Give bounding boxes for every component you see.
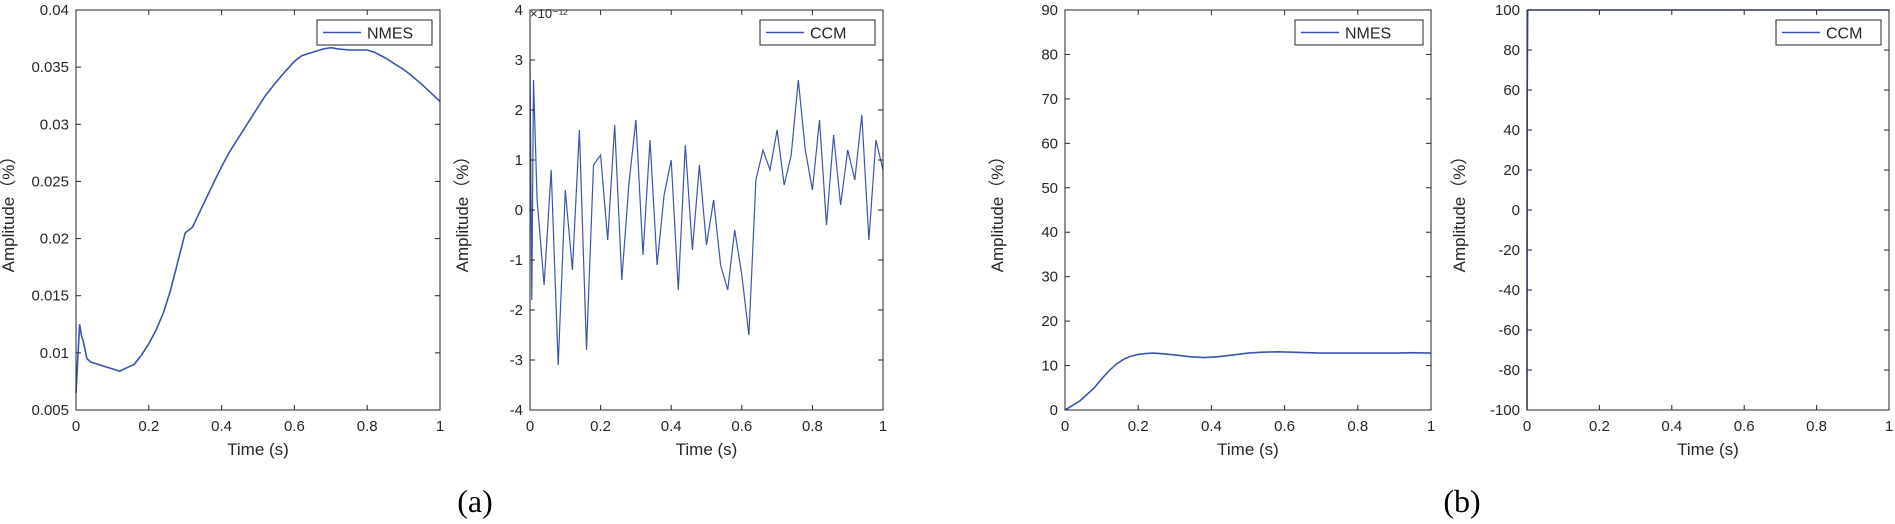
y-tick-label: -4 xyxy=(510,402,523,419)
series-line-ccm xyxy=(529,59,884,366)
y-tick-label: 3 xyxy=(515,52,523,69)
x-tick-label: 0 xyxy=(526,418,534,435)
y-tick-label: 2 xyxy=(515,102,523,119)
y-tick-label: 4 xyxy=(515,2,523,19)
legend: CCM xyxy=(1775,19,1882,46)
y-tick-label: 1 xyxy=(515,152,523,169)
legend: NMES xyxy=(1294,19,1424,46)
y-tick-label: 10 xyxy=(1041,358,1058,375)
x-tick-label: 0.4 xyxy=(211,418,232,435)
panel-label-a: (a) xyxy=(457,483,493,519)
y-tick-label: 0.035 xyxy=(31,59,69,76)
legend-label: CCM xyxy=(810,26,846,43)
y-tick-label: 0.025 xyxy=(31,173,69,190)
x-tick-label: 0.6 xyxy=(284,418,305,435)
y-tick-label: -60 xyxy=(1498,322,1520,339)
y-tick-label: 0.01 xyxy=(40,345,69,362)
chart-a-nmes: 0 0.2 0.4 0.6 0.8 1 0.005 0.01 0.015 0.02 0.025 0.0… xyxy=(0,2,444,459)
y-tick-label: 50 xyxy=(1041,180,1058,197)
x-tick-label: 0.2 xyxy=(138,418,159,435)
y-tick-label: 0 xyxy=(1512,202,1520,219)
series-line-ccm xyxy=(1526,9,1889,411)
x-tick-label: 1 xyxy=(436,418,444,435)
y-tick-label: 60 xyxy=(1041,135,1058,152)
x-tick-label: 0.2 xyxy=(1128,418,1149,435)
y-tick-label: 90 xyxy=(1041,2,1058,19)
y-tick-label: 30 xyxy=(1041,269,1058,286)
y-tick-label: 20 xyxy=(1041,313,1058,330)
y-tick-label: 60 xyxy=(1503,82,1520,99)
x-tick-label: 0.8 xyxy=(357,418,378,435)
x-tick-label: 0.2 xyxy=(1589,418,1610,435)
legend: CCM xyxy=(759,19,876,46)
series-line-nmes xyxy=(75,46,441,393)
y-tick-label: 0.02 xyxy=(40,231,69,248)
x-tick-label: 1 xyxy=(1427,418,1435,435)
x-tick-label: 0.8 xyxy=(802,418,823,435)
y-tick-label: 0 xyxy=(1050,402,1058,419)
x-tick-label: 1 xyxy=(1885,418,1893,435)
x-axis-label: Time (s) xyxy=(227,440,289,459)
y-tick-label: -1 xyxy=(510,252,523,269)
x-tick-label: 0 xyxy=(1523,418,1531,435)
x-tick-label: 1 xyxy=(879,418,887,435)
y-tick-label: 20 xyxy=(1503,162,1520,179)
legend-label: CCM xyxy=(1826,26,1862,43)
y-tick-label: 70 xyxy=(1041,91,1058,108)
y-tick-label: -100 xyxy=(1490,402,1520,419)
y-axis-label: Amplitude（%） xyxy=(453,148,472,273)
y-tick-label: 40 xyxy=(1503,122,1520,139)
x-axis-label: Time (s) xyxy=(1217,440,1279,459)
plot-frame xyxy=(75,9,441,411)
plot-frame xyxy=(1064,9,1432,411)
legend-label: NMES xyxy=(367,26,413,43)
y-axis-label: Amplitude（%） xyxy=(1450,148,1469,273)
x-tick-label: 0.2 xyxy=(590,418,611,435)
x-axis-label: Time (s) xyxy=(676,440,738,459)
y-tick-label: 80 xyxy=(1503,42,1520,59)
plot-frame xyxy=(1526,9,1890,411)
y-tick-label: 0.04 xyxy=(40,2,69,19)
chart-a-ccm: 0 0.2 0.4 0.6 0.8 1 -4 -3 -2 -1 0 1 2 3 4 Time (s) Amp… xyxy=(453,2,887,459)
y-tick-label: -80 xyxy=(1498,362,1520,379)
x-tick-label: 0.4 xyxy=(1661,418,1682,435)
y-tick-label: -20 xyxy=(1498,242,1520,259)
legend: NMES xyxy=(316,19,433,46)
y-tick-label: 100 xyxy=(1495,2,1520,19)
legend-label: NMES xyxy=(1345,26,1391,43)
x-tick-label: 0.6 xyxy=(1734,418,1755,435)
y-tick-label: 40 xyxy=(1041,224,1058,241)
x-tick-label: 0.4 xyxy=(661,418,682,435)
y-tick-label: 0.03 xyxy=(40,116,69,133)
y-tick-label: -2 xyxy=(510,302,523,319)
y-axis-label: Amplitude（%） xyxy=(988,148,1007,273)
x-tick-label: 0.8 xyxy=(1347,418,1368,435)
y-tick-label: -40 xyxy=(1498,282,1520,299)
x-tick-label: 0.6 xyxy=(731,418,752,435)
y-tick-label: 0.005 xyxy=(31,402,69,419)
y-tick-label: -3 xyxy=(510,352,523,369)
y-tick-label: 0 xyxy=(515,202,523,219)
panel-label-b: (b) xyxy=(1443,483,1480,519)
y-tick-label: 80 xyxy=(1041,46,1058,63)
x-tick-label: 0 xyxy=(72,418,80,435)
x-axis-label: Time (s) xyxy=(1677,440,1739,459)
x-tick-label: 0.8 xyxy=(1806,418,1827,435)
y-axis-label: Amplitude（%） xyxy=(0,148,18,273)
x-tick-label: 0.6 xyxy=(1274,418,1295,435)
series-line-nmes xyxy=(1064,350,1432,411)
y-axis-exponent: ×10⁻¹² xyxy=(530,6,568,21)
x-tick-label: 0 xyxy=(1061,418,1069,435)
x-tick-label: 0.4 xyxy=(1201,418,1222,435)
chart-b-ccm: 0 0.2 0.4 0.6 0.8 1 -100 -80 -60 -40 -20 0 20 40 60 80 1… xyxy=(1450,2,1893,459)
y-tick-label: 0.015 xyxy=(31,288,69,305)
plot-frame xyxy=(529,9,884,411)
